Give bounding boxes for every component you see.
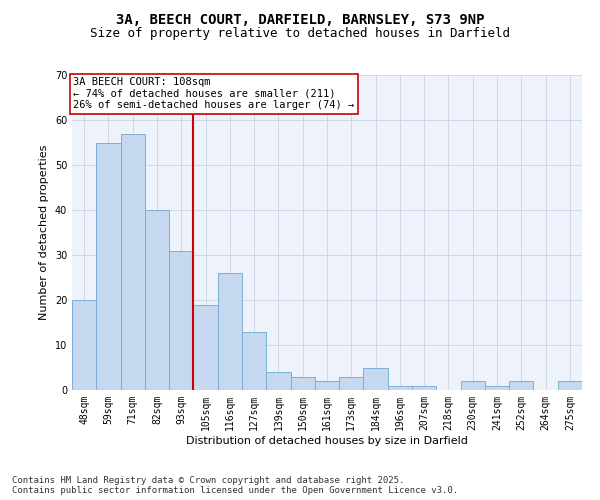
Bar [242,332,266,390]
Y-axis label: Number of detached properties: Number of detached properties [39,145,49,320]
Bar [509,381,533,390]
Bar [193,304,218,390]
Text: Size of property relative to detached houses in Darfield: Size of property relative to detached ho… [90,28,510,40]
Bar [72,300,96,390]
Bar [339,376,364,390]
Bar [218,273,242,390]
Bar [412,386,436,390]
Bar [364,368,388,390]
Bar [266,372,290,390]
Bar [121,134,145,390]
Text: Contains HM Land Registry data © Crown copyright and database right 2025.
Contai: Contains HM Land Registry data © Crown c… [12,476,458,495]
X-axis label: Distribution of detached houses by size in Darfield: Distribution of detached houses by size … [186,436,468,446]
Bar [315,381,339,390]
Bar [169,250,193,390]
Bar [558,381,582,390]
Text: 3A BEECH COURT: 108sqm
← 74% of detached houses are smaller (211)
26% of semi-de: 3A BEECH COURT: 108sqm ← 74% of detached… [73,77,355,110]
Bar [290,376,315,390]
Text: 3A, BEECH COURT, DARFIELD, BARNSLEY, S73 9NP: 3A, BEECH COURT, DARFIELD, BARNSLEY, S73… [116,12,484,26]
Bar [145,210,169,390]
Bar [96,142,121,390]
Bar [485,386,509,390]
Bar [388,386,412,390]
Bar [461,381,485,390]
